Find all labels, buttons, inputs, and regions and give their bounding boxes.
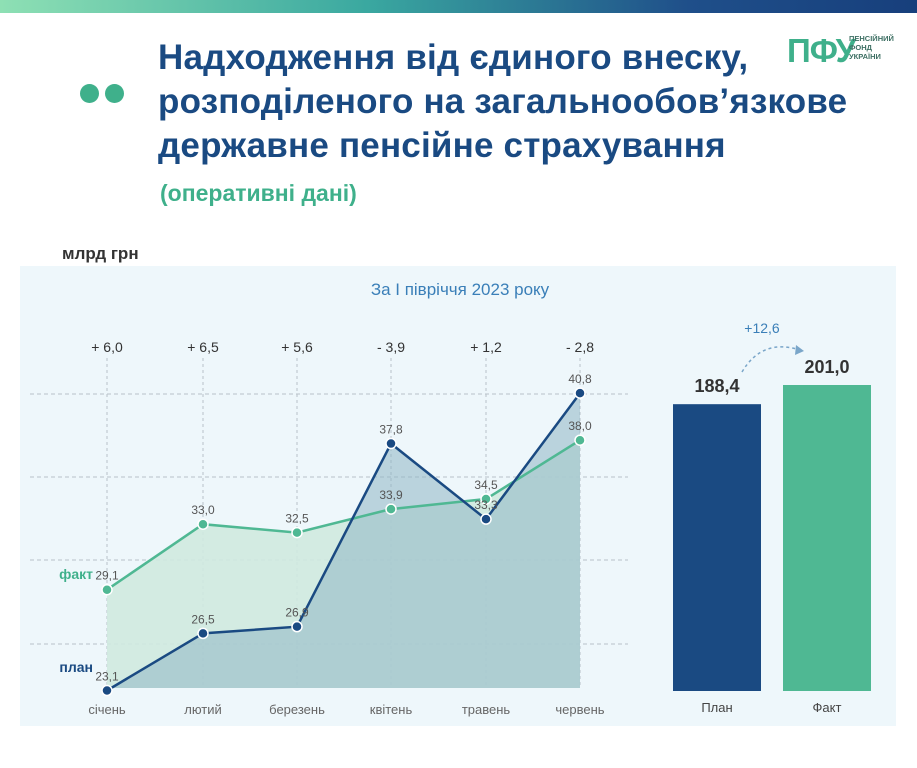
top-gradient-bar xyxy=(0,0,917,13)
fact-point xyxy=(480,493,492,505)
plan-value-label: 37,8 xyxy=(379,423,403,437)
plan-line xyxy=(106,392,582,692)
difference-label: - 2,8 xyxy=(566,339,594,355)
dot-icon xyxy=(80,84,99,103)
logo-mark: ПФУ xyxy=(787,32,856,69)
bar-category-label: Факт xyxy=(813,700,842,715)
fact-point xyxy=(385,503,397,515)
title-line: державне пенсійне страхування xyxy=(158,126,726,165)
logo-text-line: ФОНД xyxy=(849,43,872,52)
fact-value-label: 32,5 xyxy=(285,512,309,526)
plan-value-label: 33,3 xyxy=(474,498,498,512)
plan-point xyxy=(291,620,303,633)
fact-value-label: 38,0 xyxy=(568,419,592,433)
fact-point xyxy=(197,518,209,530)
plan-series-label: план xyxy=(59,659,93,675)
plan-value-label: 26,5 xyxy=(191,612,215,626)
fact-point xyxy=(291,526,303,539)
pfu-logo: ПФУ ПЕНСІЙНИЙ ФОНД УКРАЇНИ xyxy=(787,32,894,70)
plan-point xyxy=(197,627,209,640)
x-tick-label: березень xyxy=(269,702,325,717)
x-tick-label: червень xyxy=(555,702,604,717)
difference-label: - 3,9 xyxy=(377,339,405,355)
plan-point xyxy=(385,437,397,450)
logo-text-line: УКРАЇНИ xyxy=(849,52,881,61)
plan-value-label: 23,1 xyxy=(95,670,119,684)
plan-area xyxy=(107,393,580,691)
x-tick-label: квітень xyxy=(370,702,413,717)
bar-category-label: План xyxy=(701,700,732,715)
fact-value-label: 34,5 xyxy=(474,478,498,492)
bar-value-label: 201,0 xyxy=(804,357,849,377)
bar-plan xyxy=(673,404,761,691)
difference-label: + 1,2 xyxy=(470,339,502,355)
bar-value-label: 188,4 xyxy=(694,376,739,396)
plan-point xyxy=(480,513,492,525)
fact-series-label: факт xyxy=(59,566,93,582)
fact-point xyxy=(574,434,586,446)
fact-value-label: 33,0 xyxy=(191,503,215,517)
bar-difference-label: +12,6 xyxy=(744,320,780,336)
fact-value-label: 29,1 xyxy=(95,569,119,583)
arrow-head-icon xyxy=(795,345,804,355)
difference-label: + 6,0 xyxy=(91,339,123,355)
fact-point xyxy=(101,583,113,596)
logo-text: ПЕНСІЙНИЙ ФОНД УКРАЇНИ xyxy=(849,34,909,61)
plan-point xyxy=(574,387,586,399)
unit-label: млрд грн xyxy=(62,244,139,263)
fact-line xyxy=(106,439,581,591)
x-tick-label: травень xyxy=(462,702,511,717)
plan-point xyxy=(101,684,113,697)
difference-arrow xyxy=(741,346,801,373)
x-tick-label: лютий xyxy=(184,702,222,717)
page-subtitle: (оперативні дані) xyxy=(160,180,357,206)
dot-icon xyxy=(105,84,124,103)
fact-value-label: 33,9 xyxy=(379,488,403,502)
plan-value-label: 26,9 xyxy=(285,606,309,620)
logo-text-line: ПЕНСІЙНИЙ xyxy=(849,34,894,43)
difference-label: + 5,6 xyxy=(281,339,313,355)
title-line: розподіленого на загальнообов’язкове xyxy=(158,82,848,121)
x-tick-label: січень xyxy=(88,702,126,717)
title-line: Надходження від єдиного внеску, xyxy=(158,38,749,77)
bar-fact xyxy=(783,385,871,691)
plan-value-label: 40,8 xyxy=(568,372,592,386)
chart-title: За І півріччя 2023 року xyxy=(371,280,550,299)
page-title: Надходження від єдиного внеску, розподіл… xyxy=(158,36,878,168)
difference-label: + 6,5 xyxy=(187,339,219,355)
